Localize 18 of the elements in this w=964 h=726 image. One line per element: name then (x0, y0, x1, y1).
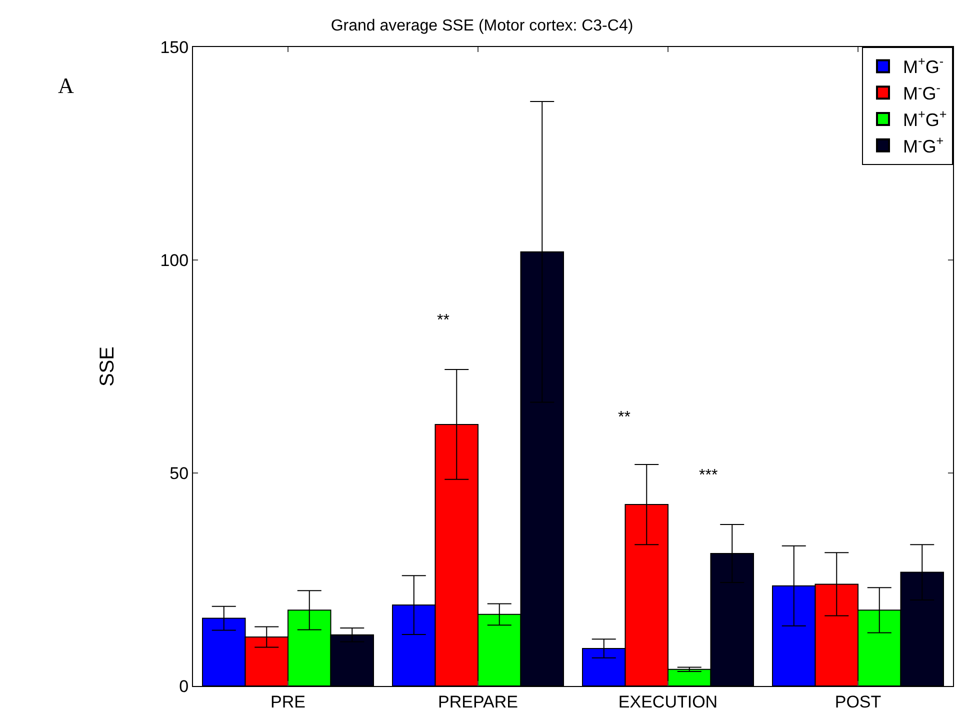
x-tick-label: PRE (270, 692, 306, 712)
chart-title: Grand average SSE (Motor cortex: C3-C4) (330, 17, 634, 34)
annotation: ** (437, 312, 450, 329)
x-tick-label: EXECUTION (618, 692, 718, 712)
y-axis-title: SSE (96, 346, 119, 387)
legend-label: M$^{+}$G$^{-}$ (903, 54, 944, 78)
annotation: *** (699, 467, 718, 484)
legend-label: M$^{+}$G$^{+}$ (903, 107, 947, 130)
x-tick-label: POST (834, 692, 882, 712)
y-tick-label: 0 (179, 676, 189, 696)
text: A (58, 73, 74, 98)
y-tick-label: 100 (160, 250, 189, 270)
x-tick-label: PREPARE (438, 692, 518, 712)
legend-label: M$^{-}$G$^{-}$ (903, 81, 940, 104)
y-tick-label: 150 (160, 38, 189, 57)
y-tick-label: 50 (170, 464, 189, 483)
legend-label: M$^{-}$G$^{+}$ (903, 134, 944, 156)
annotation: ** (618, 409, 630, 426)
